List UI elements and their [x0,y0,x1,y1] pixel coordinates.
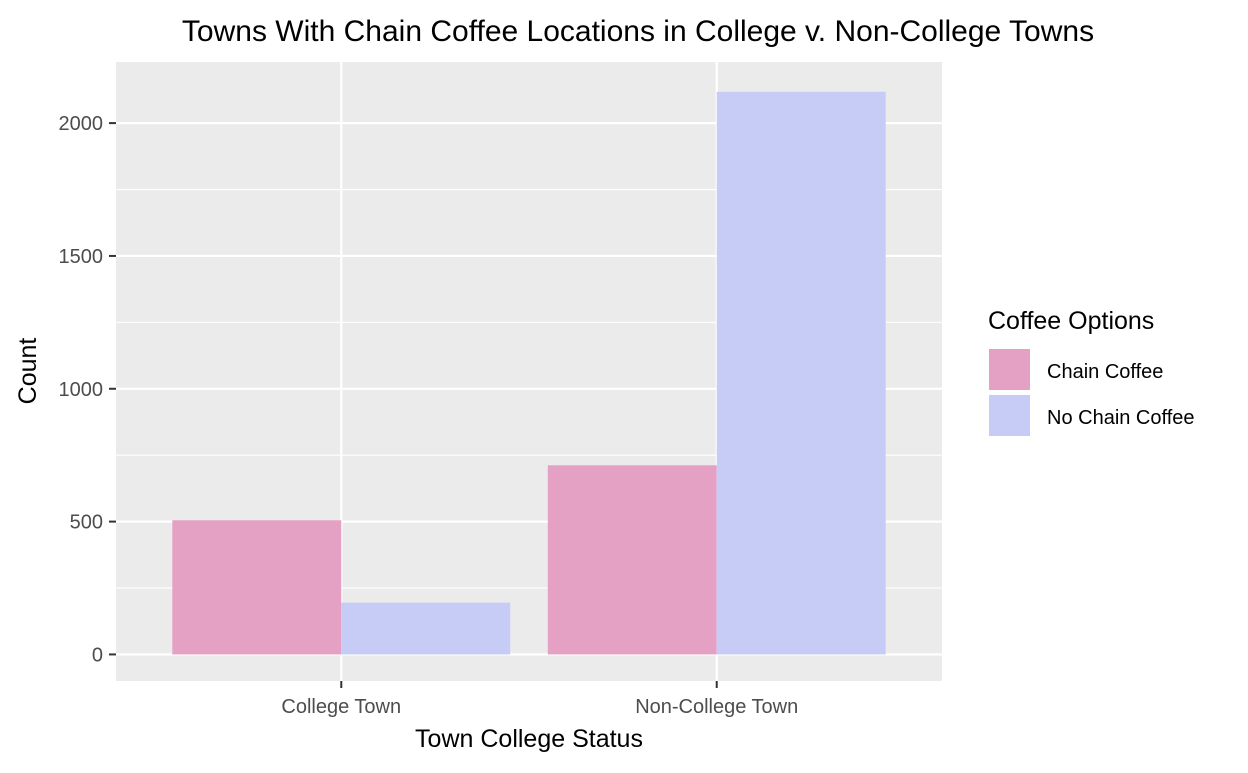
legend-label: Chain Coffee [1047,361,1163,383]
bar [547,465,717,655]
x-axis-title: Town College Status [415,725,643,753]
y-tick-label: 1500 [59,246,104,268]
x-axis: College Town Non-College Town [281,681,798,718]
bar [716,91,886,655]
legend: Coffee Options Chain Coffee No Chain Coff… [987,307,1195,438]
x-tick-label: Non-College Town [635,696,798,718]
y-tick-label: 2000 [59,113,104,135]
legend-swatch [987,393,1032,438]
bar [172,520,342,655]
legend-label: No Chain Coffee [1047,407,1195,429]
y-tick-label: 1000 [59,379,104,401]
legend-items: Chain Coffee No Chain Coffee [987,347,1195,438]
y-axis: 0 500 1000 1500 2000 [59,113,116,666]
legend-swatch [987,347,1032,392]
x-tick-label: College Town [281,696,401,718]
y-tick-label: 0 [92,644,103,666]
y-tick-label: 500 [70,512,103,534]
chart-title: Towns With Chain Coffee Locations in Col… [182,15,1094,48]
bars [172,91,886,655]
legend-title: Coffee Options [988,307,1154,335]
bar [341,602,511,655]
y-axis-title: Count [14,338,42,405]
